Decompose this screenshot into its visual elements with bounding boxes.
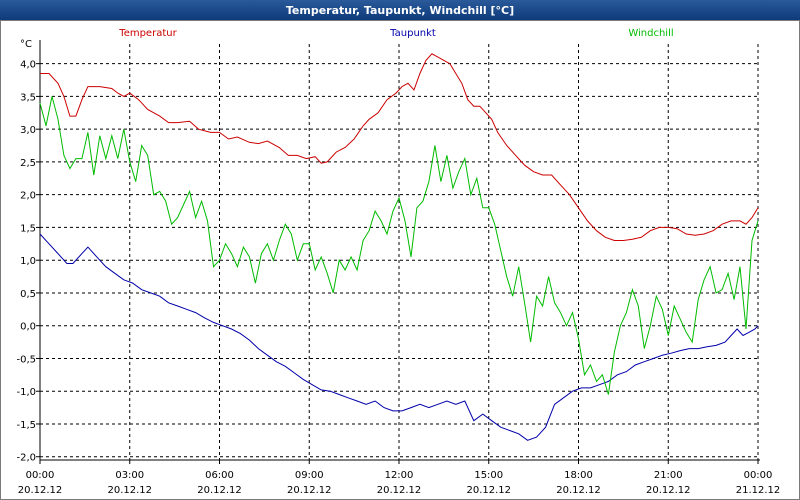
window-title: Temperatur, Taupunkt, Windchill [°C] xyxy=(0,0,800,20)
y-tick-label: 3,0 xyxy=(20,125,36,136)
y-tick-label: 1,5 xyxy=(20,223,36,234)
y-tick-label: 3,5 xyxy=(20,92,36,103)
series-line-taupunkt xyxy=(39,233,759,441)
x-tick-time: 00:00 xyxy=(744,470,773,481)
y-axis-label: °C xyxy=(20,39,32,50)
y-tick-label: 2,0 xyxy=(20,191,36,202)
x-tick-date: 20.12.12 xyxy=(556,485,601,496)
y-tick-label: 0,0 xyxy=(20,322,36,333)
x-tick-time: 09:00 xyxy=(295,470,324,481)
x-tick-time: 03:00 xyxy=(115,470,144,481)
y-tick-label: 4,0 xyxy=(20,60,36,71)
x-tick-time: 21:00 xyxy=(654,470,683,481)
legend-windchill: Windchill xyxy=(628,28,673,39)
plot-area xyxy=(40,44,758,460)
x-tick-date: 20.12.12 xyxy=(646,485,691,496)
x-tick-date: 20.12.12 xyxy=(197,485,242,496)
y-tick-label: 2,5 xyxy=(20,158,36,169)
x-tick-date: 20.12.12 xyxy=(18,485,63,496)
y-tick-label: -0,5 xyxy=(16,354,36,365)
x-tick-time: 12:00 xyxy=(385,470,414,481)
x-tick-time: 00:00 xyxy=(26,470,55,481)
legend-taupunkt: Taupunkt xyxy=(389,28,436,39)
x-tick-time: 06:00 xyxy=(205,470,234,481)
series-line-windchill xyxy=(39,96,759,395)
y-tick-label: 0,5 xyxy=(20,289,36,300)
x-tick-time: 18:00 xyxy=(564,470,593,481)
y-tick-label: -1,5 xyxy=(16,420,36,431)
y-tick-label: -1,0 xyxy=(16,387,36,398)
x-tick-date: 21.12.12 xyxy=(736,485,781,496)
x-tick-time: 15:00 xyxy=(474,470,503,481)
x-tick-date: 20.12.12 xyxy=(107,485,152,496)
series-line-temperatur xyxy=(40,53,759,241)
x-tick-date: 20.12.12 xyxy=(466,485,511,496)
y-tick-label: 1,0 xyxy=(20,256,36,267)
legend-temperatur: Temperatur xyxy=(118,28,177,39)
y-tick-label: -2,0 xyxy=(16,453,36,464)
x-tick-date: 20.12.12 xyxy=(377,485,422,496)
x-tick-date: 20.12.12 xyxy=(287,485,332,496)
